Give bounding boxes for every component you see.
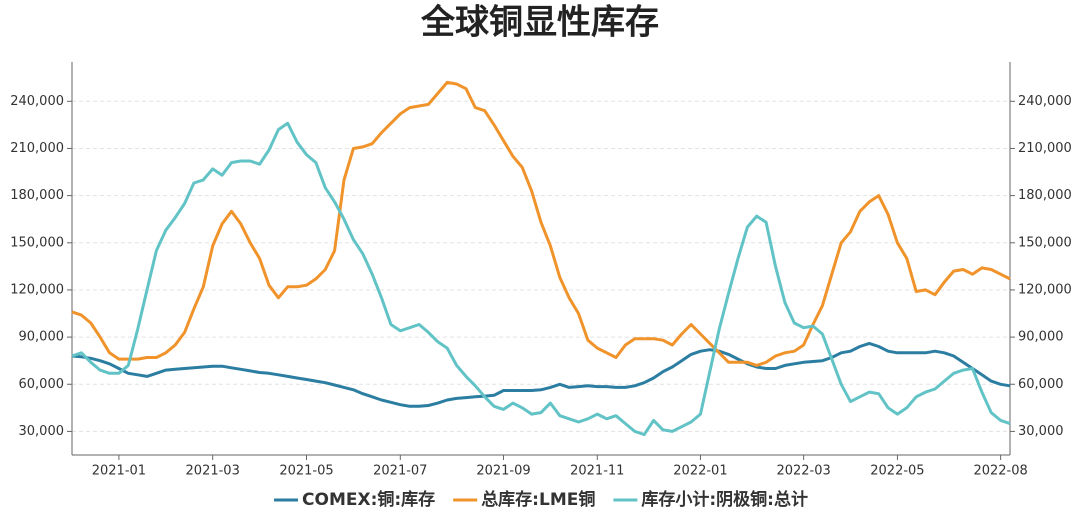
x-tick-label: 2022-08 [973, 464, 1027, 479]
x-tick-label: 2021-07 [373, 464, 427, 479]
legend-text: 总库存:LME铜 [481, 489, 595, 510]
y2-tick-label: 30,000 [1018, 424, 1064, 439]
y-tick-label: 150,000 [10, 235, 64, 250]
x-tick-label: 2022-03 [776, 464, 830, 479]
x-tick-label: 2022-05 [870, 464, 924, 479]
y2-tick-label: 210,000 [1018, 141, 1072, 156]
y2-tick-label: 90,000 [1018, 330, 1064, 345]
x-tick-label: 2021-11 [570, 464, 624, 479]
x-tick-label: 2021-09 [476, 464, 530, 479]
series-line [71, 80, 1011, 367]
y2-tick-label: 60,000 [1018, 377, 1064, 392]
x-tick-label: 2021-01 [92, 464, 146, 479]
y-tick-label: 180,000 [10, 188, 64, 203]
y2-tick-label: 180,000 [1018, 188, 1072, 203]
y-tick-label: 240,000 [10, 94, 64, 109]
y-tick-label: 30,000 [19, 424, 65, 439]
y2-tick-label: 240,000 [1018, 94, 1072, 109]
series-line [71, 121, 1011, 437]
legend-text: COMEX:铜:库存 [302, 489, 435, 510]
y-tick-label: 210,000 [10, 141, 64, 156]
y2-tick-label: 150,000 [1018, 235, 1072, 250]
y-tick-label: 120,000 [10, 282, 64, 297]
y-tick-label: 90,000 [19, 330, 65, 345]
legend-text: 库存小计:阴极铜:总计 [641, 489, 808, 510]
chart-title: 全球铜显性库存 [420, 3, 659, 43]
y2-tick-label: 120,000 [1018, 282, 1072, 297]
y-tick-label: 60,000 [19, 377, 65, 392]
x-tick-label: 2021-05 [279, 464, 333, 479]
x-tick-label: 2021-03 [186, 464, 240, 479]
x-tick-label: 2022-01 [673, 464, 727, 479]
series-line [71, 341, 1011, 408]
